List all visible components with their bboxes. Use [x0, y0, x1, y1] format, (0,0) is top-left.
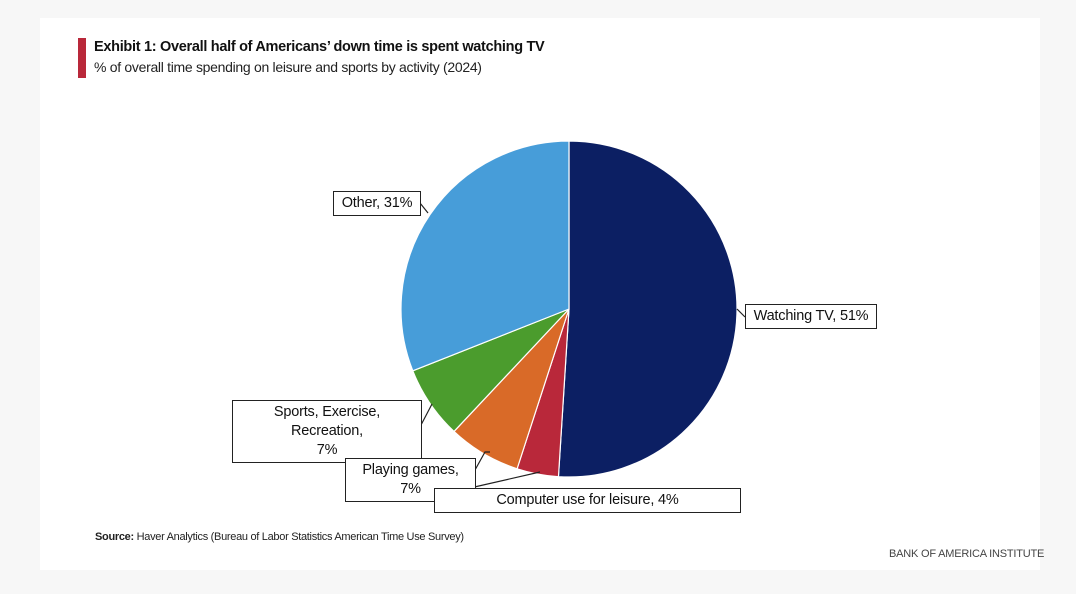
source-text: Haver Analytics (Bureau of Labor Statist… — [133, 531, 464, 543]
label-sports-line2: 7% — [316, 442, 338, 458]
pie-slice-watching-tv — [557, 140, 738, 478]
label-other: Other, 31% — [333, 191, 421, 216]
label-sports: Sports, Exercise, Recreation, 7% — [232, 400, 422, 463]
chart-subtitle: % of overall time spending on leisure an… — [94, 59, 482, 75]
leader-line-computer — [469, 471, 541, 489]
leader-line-games — [474, 451, 490, 471]
title-accent-bar — [78, 38, 86, 78]
leader-line-tv — [736, 308, 746, 318]
source-label: Source: — [95, 531, 134, 543]
label-computer-use: Computer use for leisure, 4% — [434, 488, 741, 513]
chart-title: Exhibit 1: Overall half of Americans’ do… — [94, 39, 545, 55]
source-note: Source: Haver Analytics (Bureau of Labor… — [95, 531, 464, 543]
leader-line-sports — [420, 403, 433, 426]
brand-logo-text: BANK OF AMERICA INSTITUTE — [889, 548, 1045, 560]
leader-line-other — [419, 202, 429, 214]
label-watching-tv: Watching TV, 51% — [745, 304, 877, 329]
label-sports-line1: Sports, Exercise, Recreation, — [273, 404, 381, 439]
pie-slice-other — [400, 140, 570, 372]
label-playing-games: Playing games, 7% — [345, 458, 476, 502]
